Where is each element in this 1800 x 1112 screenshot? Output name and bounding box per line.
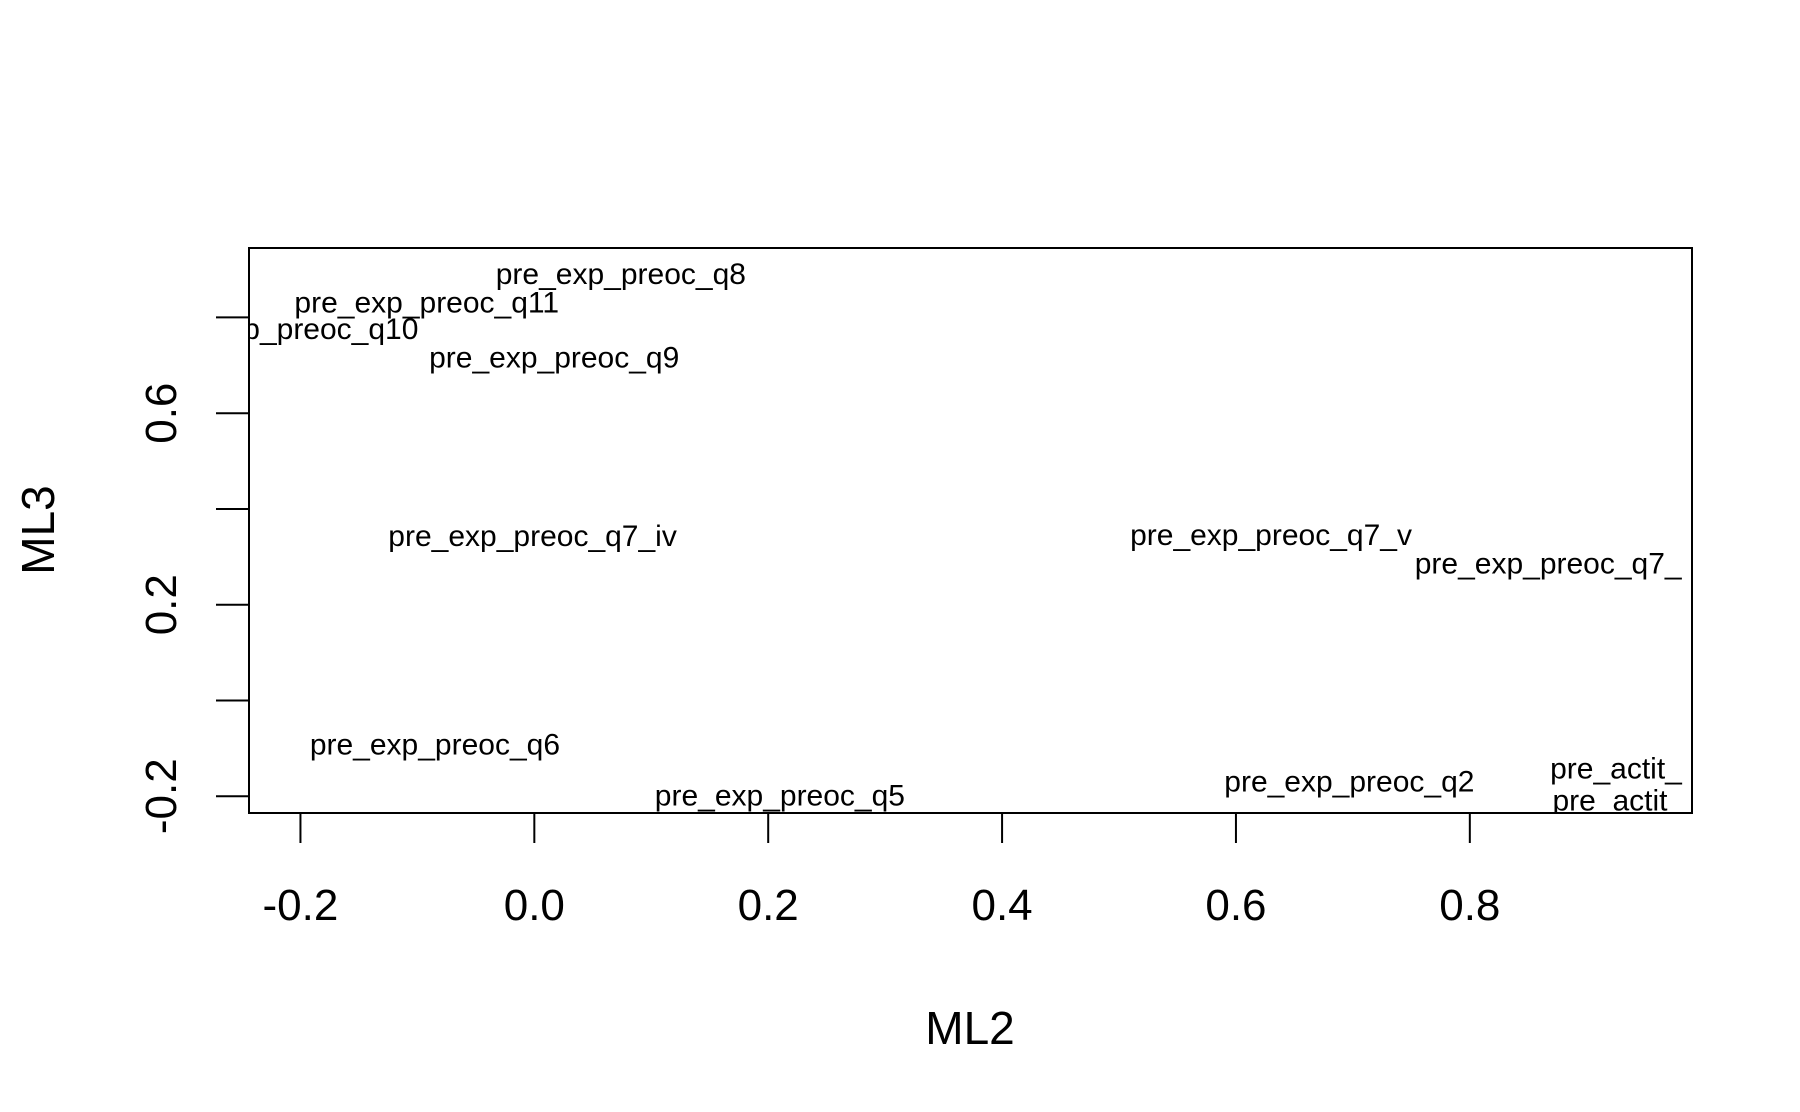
- point-label: pre_actit_: [1552, 785, 1685, 818]
- point-label: p_preoc_q10: [243, 313, 418, 346]
- point-label: pre_exp_preoc_q7_: [1415, 548, 1683, 581]
- x-tick-label: 0.4: [971, 881, 1032, 930]
- point-label: pre_exp_preoc_q2: [1224, 765, 1474, 798]
- y-tick-label: -0.2: [137, 758, 186, 834]
- point-label: pre_exp_preoc_q7_v: [1130, 519, 1412, 552]
- x-tick-label: 0.6: [1205, 881, 1266, 930]
- x-tick-label: 0.0: [504, 881, 565, 930]
- y-axis: -0.2 0.2 0.6: [137, 316, 250, 834]
- x-tick-label: -0.2: [263, 881, 339, 930]
- y-tick-label: 0.2: [137, 574, 186, 635]
- point-label: pre_exp_preoc_q11: [294, 287, 559, 320]
- point-labels: pre_exp_preoc_q8pre_exp_preoc_q11p_preoc…: [243, 258, 1686, 818]
- x-tick-label: 0.2: [738, 881, 799, 930]
- x-axis: -0.2 0.0 0.2 0.4 0.6 0.8: [263, 812, 1500, 930]
- point-label: pre_exp_preoc_q6: [310, 729, 560, 762]
- y-tick-label: 0.6: [137, 383, 186, 444]
- point-label: pre_exp_preoc_q9: [429, 342, 679, 375]
- point-label: pre_exp_preoc_q5: [655, 780, 905, 813]
- x-tick-label: 0.8: [1439, 881, 1500, 930]
- point-label: pre_exp_preoc_q8: [496, 258, 746, 291]
- y-axis-title: ML3: [12, 485, 64, 574]
- point-label: pre_exp_preoc_q7_iv: [388, 520, 677, 553]
- x-axis-title: ML2: [925, 1002, 1014, 1054]
- point-label: pre_actit_: [1550, 752, 1683, 785]
